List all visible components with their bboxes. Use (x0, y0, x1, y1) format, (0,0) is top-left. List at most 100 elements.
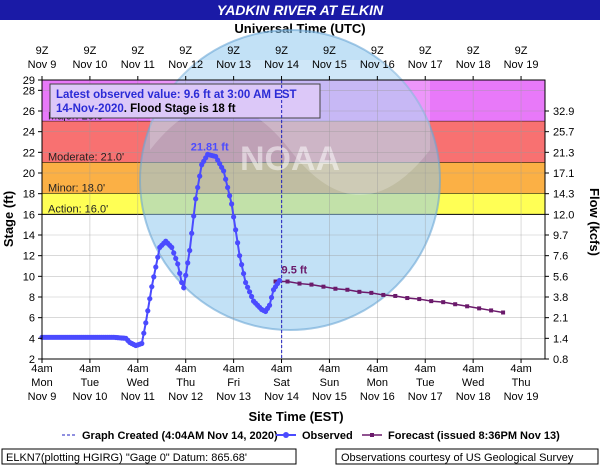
annotations: 21.81 ft 9.5 ft (191, 141, 308, 276)
y2-tick-label: 5.6 (553, 271, 568, 283)
x-tick-day: Wed (127, 377, 149, 389)
x-tick-day: Sat (273, 377, 290, 389)
observed-point (229, 201, 235, 207)
x-tick-date: Nov 10 (72, 391, 107, 403)
legend-created-label: Graph Created (4:04AM Nov 14, 2020) (82, 430, 278, 442)
latest-value-line1: Latest observed value: 9.6 ft at 3:00 AM… (56, 89, 297, 101)
y2-tick-label: 3.8 (553, 292, 568, 304)
latest-value-date: 14-Nov-2020 (56, 103, 124, 115)
legend-forecast-marker (370, 433, 374, 437)
flood-band-label: Minor: 18.0' (48, 183, 105, 195)
x-tick-date: Nov 19 (504, 391, 539, 403)
observed-point (193, 196, 199, 202)
observed-point (244, 284, 251, 290)
x-tick-date: Nov 13 (216, 391, 251, 403)
y-tick-label: 28 (23, 85, 35, 97)
legend: Graph Created (4:04AM Nov 14, 2020) Obser… (62, 430, 560, 442)
title-bar (0, 0, 600, 20)
observed-point (145, 308, 151, 314)
observed-point (235, 240, 241, 246)
observed-point (246, 289, 253, 295)
legend-observed-label: Observed (302, 430, 353, 442)
observed-point (155, 254, 161, 260)
footer-right-box (335, 448, 599, 465)
observed-point (268, 294, 275, 301)
x-tick-date: Nov 12 (168, 391, 203, 403)
x-tick-date: Nov 15 (312, 391, 347, 403)
forecast-point (285, 279, 290, 284)
observed-point (225, 184, 231, 191)
observed-point (173, 255, 179, 262)
x-tick-day: Thu (512, 377, 531, 389)
watermark-text: NOAA (240, 140, 340, 178)
top-tick-time: 9Z (83, 45, 96, 57)
observed-point (227, 193, 233, 199)
y2-tick-label: 12.0 (553, 209, 574, 221)
axis-ticks: 246810121416182022242628290.81.42.13.85.… (23, 45, 575, 403)
y-tick-label: 4 (29, 333, 35, 345)
top-tick-date: Nov 15 (312, 59, 347, 71)
forecast-point (477, 306, 482, 311)
flood-band-label: Moderate: 21.0' (48, 152, 124, 164)
observed-point (185, 260, 191, 266)
observed-point (179, 279, 185, 286)
top-tick-date: Nov 12 (168, 59, 203, 71)
flood-stage-text: . Flood Stage is 18 ft (124, 103, 236, 115)
observed-point (151, 274, 157, 280)
top-tick-time: 9Z (36, 45, 49, 57)
y2-tick-label: 25.7 (553, 127, 574, 139)
x-tick-time: 4am (175, 363, 196, 375)
x-tick-time: 4am (223, 363, 244, 375)
peak-label: 21.81 ft (191, 141, 229, 153)
top-tick-date: Nov 14 (264, 59, 299, 71)
y-tick-label: 18 (23, 189, 35, 201)
top-tick-time: 9Z (227, 45, 240, 57)
observed-point (139, 340, 145, 347)
y-tick-label: 29 (23, 75, 35, 87)
observed-point (191, 213, 197, 219)
forecast-point (405, 296, 410, 301)
observed-point (177, 270, 183, 276)
y2-tick-label: 32.9 (553, 106, 574, 118)
x-tick-day: Sun (320, 377, 340, 389)
observed-point (143, 320, 149, 326)
x-tick-day: Tue (81, 377, 100, 389)
x-tick-time: 4am (271, 363, 292, 375)
top-tick-time: 9Z (323, 45, 336, 57)
observed-point (242, 279, 249, 286)
y-axis-title: Stage (ft) (1, 191, 16, 247)
y2-tick-label: 1.4 (553, 333, 568, 345)
forecast-point (297, 281, 302, 286)
x-axis-title: Site Time (EST) (248, 409, 343, 424)
y-tick-label: 26 (23, 106, 35, 118)
forecast-point (345, 287, 350, 292)
x-tick-time: 4am (31, 363, 52, 375)
forecast-point (321, 284, 326, 289)
forecast-point (333, 286, 338, 291)
forecast-point (441, 300, 446, 305)
y2-tick-label: 9.7 (553, 230, 568, 242)
x-tick-time: 4am (510, 363, 531, 375)
observed-point (149, 284, 155, 290)
latest-value-box: Latest observed value: 9.6 ft at 3:00 AM… (49, 83, 321, 119)
x-tick-date: Nov 14 (264, 391, 299, 403)
observed-point (187, 247, 193, 254)
y2-tick-label: 0.8 (553, 354, 568, 366)
observed-point (221, 168, 227, 174)
footer-left-box (1, 448, 297, 465)
x-tick-day: Mon (367, 377, 388, 389)
y2-tick-label: 21.3 (553, 147, 574, 159)
y-tick-label: 6 (29, 313, 35, 325)
forecast-series (273, 279, 506, 315)
y2-tick-label: 14.3 (553, 189, 574, 201)
x-tick-day: Tue (416, 377, 435, 389)
y-tick-label: 20 (23, 168, 35, 180)
forecast-point (465, 304, 470, 309)
observed-point (169, 244, 175, 250)
observed-point (248, 293, 255, 300)
forecast-point (393, 293, 398, 298)
observed-point (147, 296, 153, 302)
x-tick-day: Thu (176, 377, 195, 389)
y-tick-label: 14 (23, 230, 35, 242)
